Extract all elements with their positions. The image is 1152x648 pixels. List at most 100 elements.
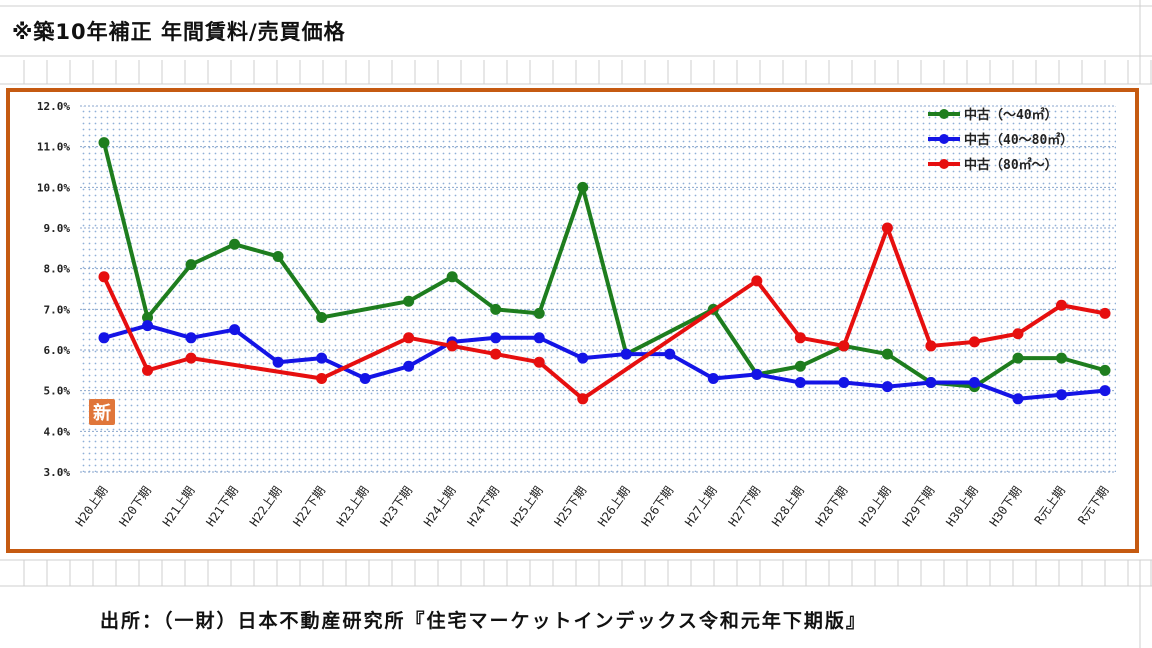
y-tick-label: 11.0% bbox=[37, 141, 70, 154]
data-point bbox=[577, 352, 589, 364]
x-tick-label: R元上期 bbox=[1032, 484, 1068, 527]
data-point bbox=[98, 332, 110, 344]
data-point bbox=[142, 311, 154, 323]
data-point bbox=[968, 377, 980, 389]
data-point bbox=[1012, 393, 1024, 405]
data-point bbox=[1099, 364, 1111, 376]
x-tick-label: H30下期 bbox=[987, 484, 1025, 529]
series-line bbox=[102, 226, 1106, 401]
x-tick-label: H26上期 bbox=[595, 484, 633, 529]
data-point bbox=[1012, 328, 1024, 340]
new-stamp: 新 bbox=[89, 399, 115, 425]
x-tick-label: H28上期 bbox=[769, 484, 807, 529]
data-point bbox=[620, 348, 632, 360]
line-chart: 12.0% 11.0% 10.0% 9.0% 8.0% 7.0% 6.0% 5.0% 4.0% 3… bbox=[37, 100, 1116, 529]
x-tick-label: H20上期 bbox=[73, 484, 111, 529]
x-tick-label: H27下期 bbox=[726, 484, 764, 529]
data-point bbox=[490, 332, 502, 344]
data-point bbox=[533, 332, 545, 344]
data-point bbox=[316, 352, 328, 364]
data-point bbox=[316, 311, 328, 323]
x-tick-label: H23上期 bbox=[334, 484, 372, 529]
x-tick-label: H26下期 bbox=[639, 484, 677, 529]
series-line bbox=[102, 142, 1106, 389]
data-point bbox=[794, 332, 806, 344]
x-tick-label: H24上期 bbox=[421, 484, 459, 529]
x-tick-label: H22下期 bbox=[290, 484, 328, 529]
data-point bbox=[925, 377, 937, 389]
new-stamp-label: 新 bbox=[93, 402, 111, 424]
x-tick-label: H28下期 bbox=[813, 484, 851, 529]
data-point bbox=[577, 181, 589, 193]
legend-label: 中古（80㎡～） bbox=[964, 157, 1058, 173]
y-tick-label: 12.0% bbox=[37, 100, 70, 113]
x-tick-label: H25上期 bbox=[508, 484, 546, 529]
data-point bbox=[794, 377, 806, 389]
legend-item: 中古（40～80㎡） bbox=[928, 132, 1073, 148]
series-line bbox=[103, 323, 1106, 401]
data-point bbox=[229, 238, 241, 250]
data-point bbox=[272, 250, 284, 262]
data-point bbox=[925, 340, 937, 352]
data-point bbox=[664, 348, 676, 360]
data-point bbox=[446, 340, 458, 352]
data-point bbox=[533, 356, 545, 368]
data-point bbox=[185, 332, 197, 344]
series-3 bbox=[98, 222, 1111, 405]
y-tick-label: 7.0% bbox=[44, 303, 71, 316]
data-point bbox=[359, 372, 371, 384]
data-point bbox=[1012, 352, 1024, 364]
data-point bbox=[707, 372, 719, 384]
series-2 bbox=[98, 320, 1111, 405]
x-tick-label: R元下期 bbox=[1075, 484, 1111, 527]
y-tick-label: 3.0% bbox=[44, 466, 71, 479]
data-point bbox=[1055, 299, 1067, 311]
data-point bbox=[403, 332, 415, 344]
x-tick-label: H25下期 bbox=[552, 484, 590, 529]
data-point bbox=[272, 356, 284, 368]
data-point bbox=[490, 348, 502, 360]
x-tick-label: H29下期 bbox=[900, 484, 938, 529]
y-tick-label: 6.0% bbox=[44, 344, 71, 357]
data-point bbox=[1055, 352, 1067, 364]
x-tick-label: H24下期 bbox=[464, 484, 502, 529]
x-tick-label: H30上期 bbox=[943, 484, 981, 529]
data-point bbox=[142, 364, 154, 376]
data-point bbox=[185, 259, 197, 271]
data-point bbox=[533, 307, 545, 319]
x-tick-label: H27上期 bbox=[682, 484, 720, 529]
y-tick-label: 5.0% bbox=[44, 385, 71, 398]
x-tick-label: H23下期 bbox=[377, 484, 415, 529]
x-tick-label: H21下期 bbox=[203, 484, 241, 529]
data-point bbox=[403, 360, 415, 372]
data-point bbox=[98, 137, 110, 149]
legend-label: 中古（40～80㎡） bbox=[964, 132, 1073, 148]
source-note: 出所：（一財）日本不動産研究所『住宅マーケットインデックス令和元年下期版』 bbox=[100, 610, 867, 632]
data-point bbox=[403, 295, 415, 307]
legend-marker bbox=[939, 159, 949, 169]
data-point bbox=[98, 271, 110, 283]
data-point bbox=[751, 275, 763, 287]
y-tick-label: 8.0% bbox=[44, 263, 71, 276]
data-point bbox=[490, 303, 502, 315]
chart-title: ※築10年補正 年間賃料/売買価格 bbox=[12, 20, 346, 44]
data-point bbox=[838, 340, 850, 352]
data-point bbox=[1099, 307, 1111, 319]
legend-item: 中古（～40㎡） bbox=[928, 107, 1058, 123]
data-point bbox=[185, 352, 197, 364]
data-point bbox=[577, 393, 589, 405]
data-point bbox=[881, 222, 893, 234]
x-tick-label: H22上期 bbox=[247, 484, 285, 529]
x-tick-label: H29上期 bbox=[856, 484, 894, 529]
legend-label: 中古（～40㎡） bbox=[964, 107, 1058, 123]
y-tick-label: 9.0% bbox=[44, 222, 71, 235]
x-tick-label: H21上期 bbox=[160, 484, 198, 529]
legend-marker bbox=[939, 134, 949, 144]
plot-area bbox=[80, 106, 1116, 472]
data-point bbox=[881, 381, 893, 393]
data-point bbox=[1099, 385, 1111, 397]
data-point bbox=[838, 377, 850, 389]
data-point bbox=[229, 324, 241, 336]
x-tick-label: H20下期 bbox=[116, 484, 154, 529]
legend-marker bbox=[939, 109, 949, 119]
